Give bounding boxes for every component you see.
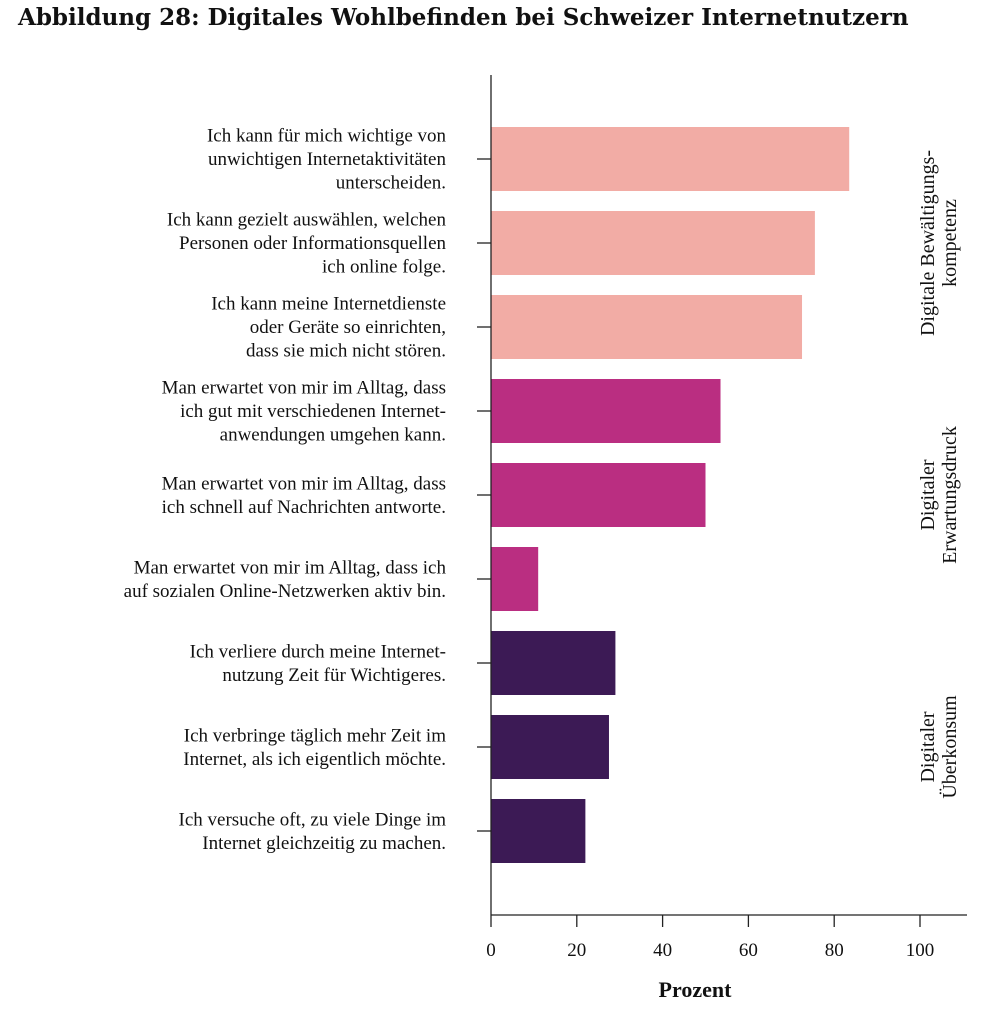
x-tick-label-20: 20: [567, 940, 586, 961]
category-label-line: ich schnell auf Nachrichten antworte.: [162, 497, 446, 518]
bars-layer: [491, 127, 850, 863]
category-label-line: Internet, als ich eigentlich möchte.: [183, 749, 446, 770]
category-label-5: Man erwartet von mir im Alltag, dass ich …: [162, 473, 446, 518]
category-label-line: Man erwartet von mir im Alltag, dass ich: [134, 557, 447, 578]
labels-layer: Ich kann für mich wichtige von unwichtige…: [124, 126, 961, 962]
category-label-8: Ich verbringe täglich mehr Zeit im Intern…: [183, 725, 446, 770]
category-label-9: Ich versuche oft, zu viele Dinge im Inter…: [179, 809, 447, 854]
category-label-line: anwendungen umgehen kann.: [220, 425, 446, 446]
category-label-line: Ich kann meine Internetdienste: [211, 294, 446, 315]
group-label-3: DigitalerÜberkonsum: [917, 695, 961, 799]
x-tick-label-40: 40: [653, 940, 672, 961]
category-label-2: Ich kann gezielt auswählen, welchen Perso…: [167, 210, 447, 278]
category-label-line: Ich verliere durch meine Internet-: [190, 641, 446, 662]
group-label-line: kompetenz: [939, 199, 961, 287]
category-label-line: oder Geräte so einrichten,: [250, 317, 446, 338]
category-label-1: Ich kann für mich wichtige von unwichtige…: [207, 126, 447, 194]
bar-5: [491, 463, 706, 527]
category-label-line: dass sie mich nicht stören.: [246, 341, 446, 362]
category-label-6: Man erwartet von mir im Alltag, dass ich…: [124, 557, 447, 602]
bar-4: [491, 379, 721, 443]
category-label-line: Ich kann für mich wichtige von: [207, 126, 447, 147]
category-label-line: ich online folge.: [322, 257, 446, 278]
group-label-line: Erwartungsdruck: [939, 426, 961, 564]
bar-9: [491, 799, 586, 863]
x-tick-label-60: 60: [739, 940, 758, 961]
chart-title: Abbildung 28: Digitales Wohlbefinden bei…: [18, 4, 909, 31]
category-label-7: Ich verliere durch meine Internet-nutzun…: [190, 641, 446, 686]
bar-2: [491, 211, 815, 275]
bar-7: [491, 631, 616, 695]
category-label-line: Man erwartet von mir im Alltag, dass: [162, 378, 446, 399]
group-label-line: Digitale Bewältigungs-: [917, 150, 939, 336]
category-label-line: ich gut mit verschiedenen Internet-: [180, 401, 446, 422]
group-label-line: Digitaler: [917, 711, 939, 782]
category-label-line: Personen oder Informationsquellen: [179, 233, 446, 254]
group-label-line: Digitaler: [917, 459, 939, 530]
group-label-line: Überkonsum: [938, 695, 961, 799]
bar-8: [491, 715, 609, 779]
category-label-line: Ich versuche oft, zu viele Dinge im: [179, 809, 447, 830]
axes-layer: [477, 75, 967, 927]
x-tick-label-100: 100: [906, 940, 935, 961]
category-label-line: nutzung Zeit für Wichtigeres.: [222, 665, 446, 686]
category-label-4: Man erwartet von mir im Alltag, dass ich …: [162, 378, 446, 446]
category-label-line: unwichtigen Internetaktivitäten: [208, 149, 446, 170]
category-label-3: Ich kann meine Internetdienste oder Gerät…: [211, 294, 446, 362]
category-label-line: unterscheiden.: [336, 173, 446, 194]
bar-1: [491, 127, 850, 191]
x-tick-label-0: 0: [486, 940, 496, 961]
bar-6: [491, 547, 539, 611]
category-label-line: Man erwartet von mir im Alltag, dass: [162, 473, 446, 494]
category-label-line: Ich verbringe täglich mehr Zeit im: [184, 725, 446, 746]
x-axis-title: Prozent: [659, 977, 733, 1002]
category-label-line: Ich kann gezielt auswählen, welchen: [167, 210, 447, 231]
group-label-2: DigitalerErwartungsdruck: [917, 426, 961, 564]
group-label-1: Digitale Bewältigungs-kompetenz: [917, 150, 961, 336]
x-tick-label-80: 80: [825, 940, 844, 961]
bar-3: [491, 295, 803, 359]
category-label-line: auf sozialen Online-Netzwerken aktiv bin…: [124, 581, 446, 602]
category-label-line: Internet gleichzeitig zu machen.: [202, 833, 446, 854]
